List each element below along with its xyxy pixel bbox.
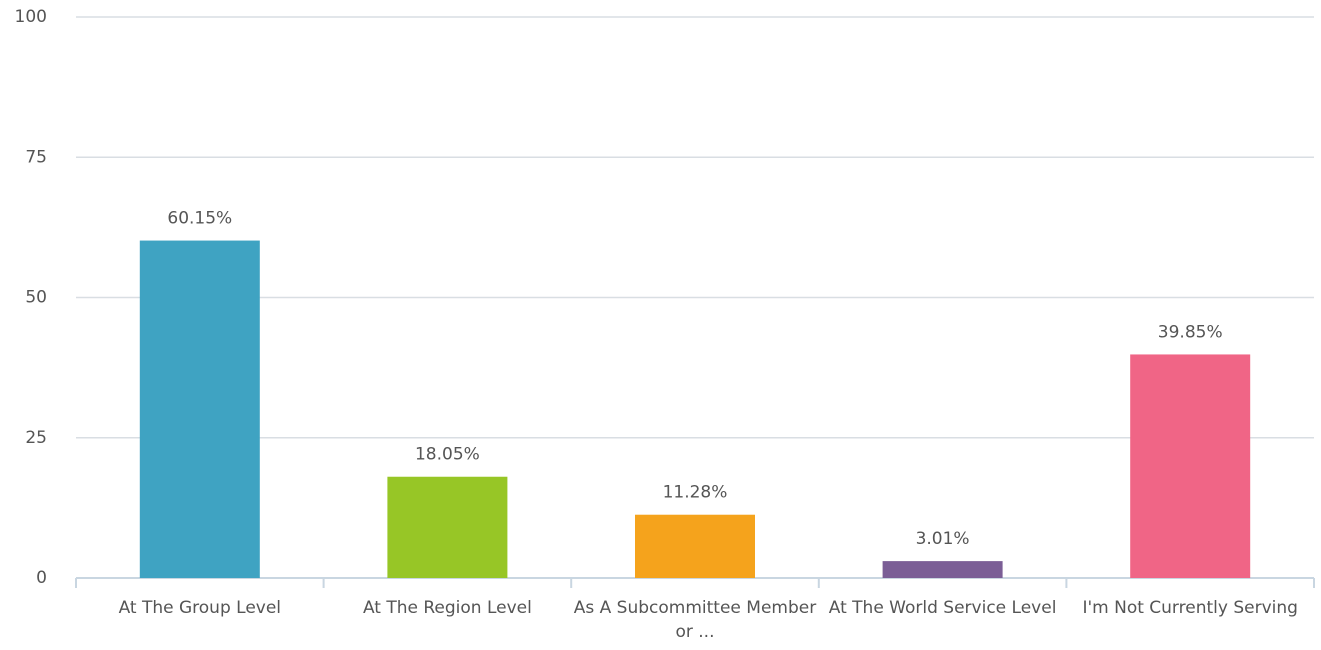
x-tick-label: At The Group Level [118, 598, 282, 618]
bar [139, 240, 260, 578]
value-label: 18.05% [415, 445, 480, 465]
x-tick-label: As A Subcommittee Member or ... [573, 598, 817, 642]
value-label: 11.28% [663, 483, 728, 503]
x-tick-label: I'm Not Currently Serving [1082, 598, 1298, 618]
bar [635, 514, 755, 578]
y-tick-label: 75 [25, 147, 47, 167]
bar [1130, 354, 1251, 578]
y-tick-label: 50 [25, 288, 47, 308]
value-label: 60.15% [167, 209, 232, 229]
bar [387, 476, 508, 578]
y-tick-label: 100 [15, 7, 47, 27]
bar [882, 561, 1003, 578]
value-label: 3.01% [916, 529, 970, 549]
y-tick-label: 25 [25, 428, 47, 448]
value-label: 39.85% [1158, 322, 1223, 342]
x-tick-label: At The World Service Level [828, 598, 1057, 618]
y-tick-label: 0 [36, 568, 47, 588]
x-tick-label: At The Region Level [362, 598, 532, 618]
